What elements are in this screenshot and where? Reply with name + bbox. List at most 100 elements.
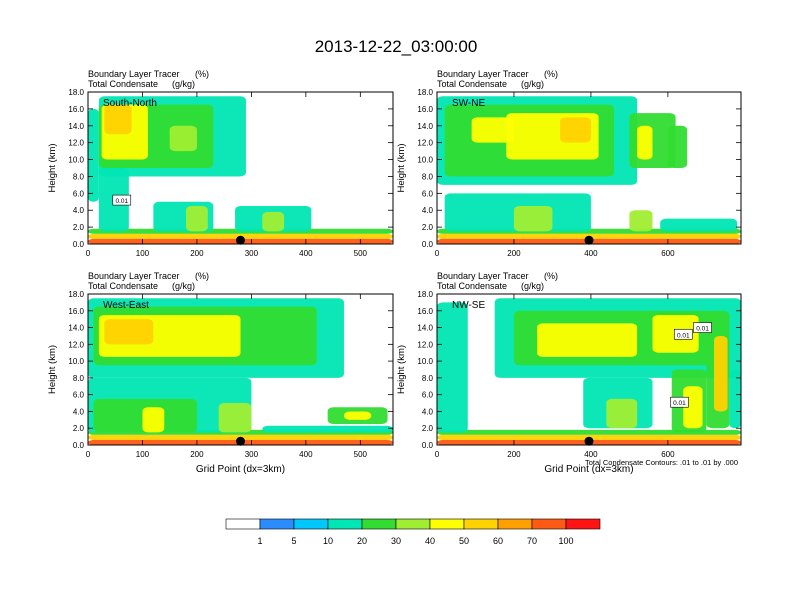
tracer-region <box>142 407 165 433</box>
colorbar-label: 70 <box>527 536 537 546</box>
contour-label-box <box>112 194 132 206</box>
y-tick-label: 18.0 <box>68 290 84 299</box>
colorbar-cell <box>361 518 397 530</box>
panel-label: South-North <box>103 98 157 109</box>
colorbar-cell <box>429 518 465 530</box>
location-marker <box>236 235 245 245</box>
colorbar-cell <box>395 518 431 530</box>
y-tick-label: 12.0 <box>417 340 433 349</box>
tracer-region <box>186 206 208 232</box>
colorbar-cell <box>225 518 261 530</box>
colorbar-cell <box>259 518 295 530</box>
y-tick-label: 10.0 <box>68 357 84 366</box>
x-tick-label: 200 <box>190 450 204 459</box>
panel-label: West-East <box>103 300 149 311</box>
location-marker <box>584 436 594 446</box>
y-tick-label: 16.0 <box>417 105 433 114</box>
y-tick-label: 16.0 <box>417 307 433 316</box>
y-tick-label: 10.0 <box>417 357 433 366</box>
y-tick-label: 8.0 <box>73 172 85 181</box>
y-tick-label: 4.0 <box>422 206 434 215</box>
colorbar-label: 50 <box>459 536 469 546</box>
x-tick-label: 300 <box>245 450 259 459</box>
colorbar-cell <box>293 518 329 530</box>
y-tick-label: 12.0 <box>68 139 84 148</box>
colorbar-cell <box>565 518 601 530</box>
subtitle-tracer-unit: (%) <box>544 271 558 281</box>
y-tick-label: 14.0 <box>417 324 433 333</box>
y-axis-label: Height (km) <box>47 345 58 394</box>
x-tick-label: 500 <box>354 249 368 258</box>
subtitle-tracer-unit: (%) <box>195 271 209 281</box>
y-tick-label: 18.0 <box>68 88 84 97</box>
x-axis-label: Grid Point (dx=3km) <box>196 464 285 475</box>
colorbar: 1 5 10 20 30 40 50 60 70 100 <box>225 518 601 546</box>
y-tick-label: 2.0 <box>422 424 434 433</box>
tracer-region <box>104 319 154 345</box>
x-tick-label: 400 <box>299 249 313 258</box>
location-marker <box>584 235 594 245</box>
tracer-region <box>606 398 638 429</box>
y-tick-label: 4.0 <box>73 206 85 215</box>
subtitle-tracer: Boundary Layer Tracer <box>88 69 180 79</box>
x-tick-label: 300 <box>245 249 259 258</box>
y-tick-label: 2.0 <box>422 223 434 232</box>
tracer-region <box>343 411 372 420</box>
panel-west-east: 0 100 200 300 400 500 0.0 2.0 4.0 6.0 8.0 10.0 12.0 1… <box>47 271 394 475</box>
colorbar-label: 100 <box>558 536 573 546</box>
y-axis-label: Height (km) <box>396 345 407 394</box>
y-tick-label: 12.0 <box>417 139 433 148</box>
y-tick-label: 8.0 <box>73 374 85 383</box>
subtitle-condensate: Total Condensate <box>88 79 158 89</box>
x-tick-label: 0 <box>86 249 91 258</box>
tracer-region <box>729 369 741 429</box>
y-axis-label: Height (km) <box>47 143 58 192</box>
y-axis-label: Height (km) <box>396 143 407 192</box>
tracer-region <box>660 218 738 232</box>
contour-label-box <box>693 322 712 333</box>
panels-group: 0.01 0 100 200 300 400 500 0.0 2.0 4.0 6.0 8.0 10.0 1… <box>47 69 742 475</box>
x-tick-label: 100 <box>136 249 150 258</box>
y-tick-label: 2.0 <box>73 424 85 433</box>
tracer-region <box>437 429 741 435</box>
subtitle-tracer: Boundary Layer Tracer <box>88 271 180 281</box>
tracer-region <box>218 403 252 433</box>
colorbar-label: 5 <box>291 536 296 546</box>
tracer-region <box>262 425 393 433</box>
y-tick-label: 12.0 <box>68 340 84 349</box>
y-tick-label: 0.0 <box>422 441 434 450</box>
contour-label-box <box>673 328 693 340</box>
subtitle-condensate-unit: (g/kg) <box>172 281 195 291</box>
subtitle-condensate-unit: (g/kg) <box>521 281 544 291</box>
tracer-region <box>560 117 591 143</box>
colorbar-label: 20 <box>357 536 367 546</box>
y-tick-label: 0.0 <box>73 441 85 450</box>
colorbar-label: 30 <box>391 536 401 546</box>
contour-label: 0.01 <box>115 198 128 205</box>
subtitle-tracer-unit: (%) <box>195 69 209 79</box>
colorbar-label: 60 <box>493 536 503 546</box>
y-tick-label: 14.0 <box>68 324 84 333</box>
figure-title: 2013-12-22_03:00:00 <box>315 37 478 56</box>
tracer-field <box>88 298 393 445</box>
y-tick-label: 10.0 <box>417 156 433 165</box>
tracer-region <box>714 335 728 412</box>
colorbar-label: 10 <box>323 536 333 546</box>
contour-label-box <box>670 396 689 408</box>
subtitle-tracer-unit: (%) <box>544 69 558 79</box>
contour-label: 0.01 <box>696 326 709 333</box>
x-tick-label: 200 <box>507 249 521 258</box>
colorbar-label: 40 <box>425 536 435 546</box>
y-tick-label: 4.0 <box>422 407 434 416</box>
x-tick-label: 0 <box>86 450 91 459</box>
x-tick-label: 400 <box>299 450 313 459</box>
y-tick-label: 0.0 <box>422 240 434 249</box>
tracer-region <box>104 104 132 135</box>
location-marker <box>236 436 245 446</box>
tracer-region <box>471 117 514 143</box>
tracer-field <box>437 96 741 244</box>
y-tick-label: 6.0 <box>73 391 85 400</box>
panel-label: NW-SE <box>452 300 485 311</box>
x-tick-label: 0 <box>435 450 440 459</box>
